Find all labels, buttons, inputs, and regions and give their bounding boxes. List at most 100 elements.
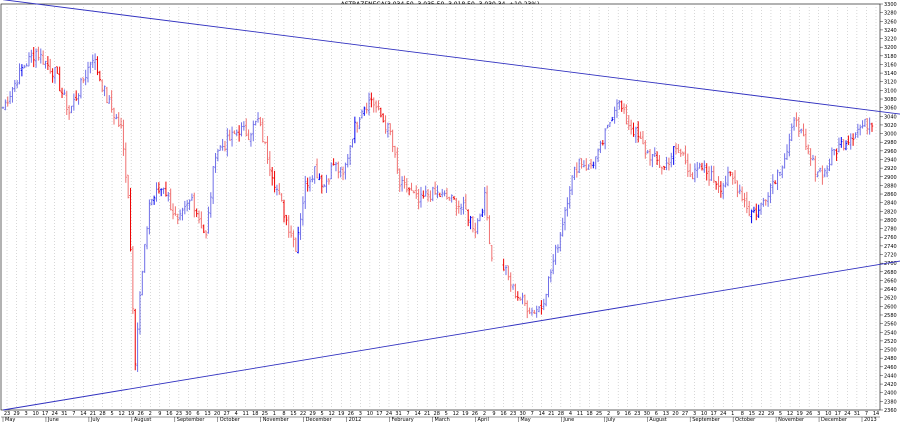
x-tick-label-day: 25 xyxy=(262,411,268,417)
x-tick-label-day: 28 xyxy=(558,411,564,417)
x-tick-label-month: August xyxy=(134,417,152,423)
y-tick-label: 3060 xyxy=(884,106,897,112)
x-tick-label-day: 21 xyxy=(424,411,430,417)
x-tick-label-day: 31 xyxy=(854,411,860,417)
x-tick-label-day: 9 xyxy=(158,411,161,417)
x-tick-label-month: September xyxy=(177,417,206,423)
y-tick-label: 2680 xyxy=(884,270,897,276)
x-tick-label-month: July xyxy=(90,417,100,423)
x-tick-label-month: 2013 xyxy=(864,417,877,423)
x-tick-label-day: 3 xyxy=(693,411,696,417)
x-tick-label-day: 2 xyxy=(149,411,152,417)
x-tick-label-month: November xyxy=(778,417,805,423)
y-tick-label: 2820 xyxy=(884,209,897,215)
y-tick-label: 3180 xyxy=(884,54,897,60)
x-tick-label-month: December xyxy=(821,417,848,423)
x-tick-label-day: 14 xyxy=(414,411,420,417)
x-tick-label-day: 31 xyxy=(395,411,401,417)
y-tick-label: 2620 xyxy=(884,296,897,302)
y-tick-label: 2360 xyxy=(884,408,897,414)
x-tick-label-day: 23 xyxy=(4,411,10,417)
y-tick-label: 3280 xyxy=(884,11,897,17)
y-tick-label: 2500 xyxy=(884,348,897,354)
x-tick-label-day: 20 xyxy=(214,411,220,417)
x-tick-label-day: 10 xyxy=(367,411,373,417)
y-tick-label: 3140 xyxy=(884,71,897,77)
y-tick-label: 2900 xyxy=(884,175,897,181)
y-tick-label: 2740 xyxy=(884,244,897,250)
x-tick-label-day: 5 xyxy=(779,411,782,417)
y-tick-label: 2440 xyxy=(884,373,897,379)
x-tick-label-day: 26 xyxy=(348,411,354,417)
x-tick-label-day: 11 xyxy=(243,411,249,417)
x-tick-label-day: 9 xyxy=(617,411,620,417)
y-tick-label: 2980 xyxy=(884,140,897,146)
x-tick-label-day: 8 xyxy=(741,411,744,417)
x-tick-label-day: 21 xyxy=(90,411,96,417)
x-tick-label-day: 7 xyxy=(865,411,868,417)
x-tick-label-day: 10 xyxy=(825,411,831,417)
x-tick-label-month: December xyxy=(306,417,333,423)
y-tick-label: 3000 xyxy=(884,132,897,138)
x-tick-label-month: October xyxy=(735,417,756,423)
x-tick-label-day: 18 xyxy=(252,411,258,417)
x-tick-label-day: 17 xyxy=(376,411,382,417)
x-tick-label-day: 6 xyxy=(655,411,658,417)
x-tick-label-month: May xyxy=(520,417,530,423)
y-tick-label: 2460 xyxy=(884,365,897,371)
y-tick-label: 2940 xyxy=(884,157,897,163)
x-tick-label-day: 15 xyxy=(290,411,296,417)
x-tick-label-day: 14 xyxy=(873,411,879,417)
y-tick-label: 3020 xyxy=(884,123,897,129)
y-tick-label: 2700 xyxy=(884,261,897,267)
x-tick-label-day: 19 xyxy=(462,411,468,417)
x-tick-label-day: 20 xyxy=(672,411,678,417)
x-tick-label-month: November xyxy=(263,417,290,423)
x-tick-label-month: June xyxy=(562,417,574,423)
y-tick-label: 3300 xyxy=(884,2,897,8)
x-tick-label-day: 16 xyxy=(166,411,172,417)
x-tick-label-day: 3 xyxy=(25,411,28,417)
y-tick-label: 2520 xyxy=(884,339,897,345)
x-tick-label-day: 1 xyxy=(731,411,734,417)
x-tick-label-day: 29 xyxy=(13,411,19,417)
x-tick-label-day: 12 xyxy=(328,411,334,417)
x-tick-label-day: 10 xyxy=(32,411,38,417)
y-tick-label: 2720 xyxy=(884,253,897,259)
y-tick-label: 2780 xyxy=(884,227,897,233)
x-tick-label-day: 2 xyxy=(607,411,610,417)
x-tick-label-day: 24 xyxy=(844,411,850,417)
x-tick-label-day: 28 xyxy=(434,411,440,417)
x-tick-label-month: June xyxy=(47,417,59,423)
x-tick-label-day: 24 xyxy=(52,411,58,417)
x-tick-label-day: 23 xyxy=(510,411,516,417)
x-tick-label-day: 26 xyxy=(806,411,812,417)
x-tick-label-day: 12 xyxy=(118,411,124,417)
x-tick-label-day: 2 xyxy=(483,411,486,417)
x-tick-label-day: 13 xyxy=(663,411,669,417)
x-tick-label-day: 17 xyxy=(710,411,716,417)
x-tick-label-day: 1 xyxy=(273,411,276,417)
x-tick-label-day: 18 xyxy=(586,411,592,417)
y-tick-label: 2400 xyxy=(884,391,897,397)
x-tick-label-day: 5 xyxy=(110,411,113,417)
x-tick-label-day: 31 xyxy=(61,411,67,417)
trendline-support xyxy=(2,260,900,411)
x-tick-label-day: 21 xyxy=(548,411,554,417)
y-tick-label: 2640 xyxy=(884,287,897,293)
x-tick-label-day: 4 xyxy=(569,411,572,417)
y-tick-label: 2880 xyxy=(884,183,897,189)
y-tick-label: 3160 xyxy=(884,62,897,68)
y-tick-label: 2800 xyxy=(884,218,897,224)
x-tick-label-day: 17 xyxy=(835,411,841,417)
x-tick-label-day: 29 xyxy=(309,411,315,417)
x-tick-label-day: 3 xyxy=(359,411,362,417)
x-tick-label-day: 22 xyxy=(758,411,764,417)
y-tick-label: 2840 xyxy=(884,201,897,207)
x-tick-label-month: August xyxy=(649,417,667,423)
y-tick-label: 3040 xyxy=(884,114,897,120)
x-tick-label-day: 28 xyxy=(99,411,105,417)
y-tick-label: 2660 xyxy=(884,278,897,284)
y-tick-label: 3120 xyxy=(884,80,897,86)
